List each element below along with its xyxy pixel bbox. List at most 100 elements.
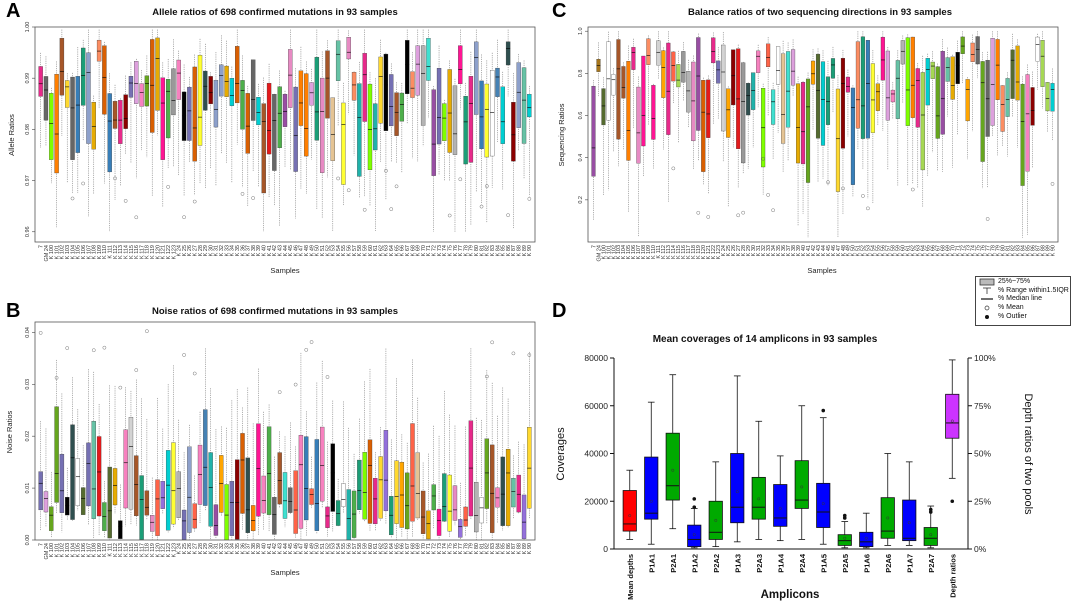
box-iqr xyxy=(43,491,49,513)
x-tick-label: K 75 xyxy=(447,543,453,554)
box-iqr xyxy=(197,444,203,505)
sample-box xyxy=(86,29,91,217)
box-iqr xyxy=(43,76,49,121)
y-tick-label: 0.00 xyxy=(25,535,31,546)
box-iqr xyxy=(383,53,389,131)
x-tick-label: K 114 xyxy=(671,245,677,259)
box-iqr xyxy=(452,485,458,521)
outlier-point xyxy=(506,213,510,217)
sample-box xyxy=(479,419,484,540)
x-tick-label: K 39 xyxy=(796,245,802,256)
sample-box xyxy=(314,382,320,534)
sample-box xyxy=(468,348,474,520)
x-tick-label: K 86 xyxy=(506,245,512,256)
box-iqr xyxy=(298,70,304,126)
box-iqr xyxy=(484,83,490,158)
x-tick-label: K 81 xyxy=(1005,245,1011,256)
x-tick-label: K 40 xyxy=(262,245,268,256)
sample-box xyxy=(282,90,288,168)
x-tick-label: K 29 xyxy=(746,245,752,256)
box-iqr xyxy=(405,472,410,530)
x-tick-label: K 115 xyxy=(676,245,682,259)
panel-letter-a: A xyxy=(6,0,21,22)
sample-box xyxy=(452,425,458,526)
outlier-point xyxy=(134,368,139,372)
sample-box xyxy=(304,348,309,536)
x-tick-label: K 69 xyxy=(416,543,422,554)
sample-box xyxy=(346,427,351,541)
sample-box xyxy=(192,371,197,533)
box-p1a3 xyxy=(730,375,745,543)
x-tick-label: K 108 xyxy=(641,245,647,259)
sample-box xyxy=(751,72,756,148)
box-iqr xyxy=(176,471,181,518)
chart-c-xlabel: Samples xyxy=(807,266,836,275)
x-tick-label: K 43 xyxy=(277,245,283,256)
box-iqr xyxy=(910,36,915,118)
box-iqr xyxy=(150,515,155,532)
box-iqr xyxy=(816,482,831,528)
x-tick-label: K 49 xyxy=(309,245,315,256)
sample-box xyxy=(288,422,293,515)
box-iqr xyxy=(651,85,656,140)
x-tick-label: K 45 xyxy=(288,245,294,256)
box-iqr xyxy=(272,497,277,535)
box-iqr xyxy=(716,60,721,84)
x-tick-label: K 83 xyxy=(490,245,496,256)
sample-box xyxy=(596,42,601,97)
box-iqr xyxy=(54,74,59,174)
box-iqr xyxy=(309,82,314,106)
sample-box xyxy=(1035,33,1040,90)
box-iqr xyxy=(309,488,314,505)
x-tick-label: K 36 xyxy=(240,543,246,554)
sample-box xyxy=(815,48,821,182)
box-iqr xyxy=(224,484,229,541)
box-iqr xyxy=(447,69,452,153)
y-tick-label: 0.01 xyxy=(25,483,31,494)
mean-marker xyxy=(735,490,739,494)
x-tick-label: K 117 xyxy=(139,543,145,557)
sample-box xyxy=(706,75,711,219)
y-tick-label: 0.99 xyxy=(25,73,31,84)
sample-box xyxy=(394,82,399,189)
sample-box xyxy=(229,66,235,183)
chart-mean-coverages: Mean coverages of 14 amplicons in 93 sam… xyxy=(555,334,1034,601)
x-tick-label: K 121 xyxy=(706,245,712,259)
x-tick-label: K 70 xyxy=(421,543,427,554)
x-tick-label: K 55 xyxy=(341,543,347,554)
box-iqr xyxy=(91,421,96,519)
mean-marker xyxy=(821,502,825,506)
sample-box xyxy=(651,83,656,169)
box-iqr xyxy=(330,97,335,161)
box-iqr xyxy=(351,72,357,101)
box-iqr xyxy=(805,78,811,183)
outlier-point xyxy=(447,213,452,218)
x-tick-label: K 66 xyxy=(400,543,406,554)
box-iqr xyxy=(107,93,112,173)
box-iqr xyxy=(314,56,320,141)
x-tick-label: K 90 xyxy=(527,543,533,554)
x-tick-label: K 28 xyxy=(198,245,204,256)
x-tick-label: 7 xyxy=(38,245,44,248)
x-tick-label: K 107 xyxy=(86,245,92,259)
box-iqr xyxy=(229,78,235,106)
box-iqr xyxy=(985,60,990,137)
x-tick-label: K 56 xyxy=(881,245,887,256)
box-iqr xyxy=(128,417,134,510)
box-iqr xyxy=(666,42,671,135)
x-tick-label: K 111 xyxy=(108,245,114,259)
sample-box xyxy=(118,98,123,187)
x-tick-label: K 79 xyxy=(469,543,475,554)
sample-box xyxy=(796,76,801,226)
sample-box xyxy=(165,384,171,533)
x-tick-label: K 88 xyxy=(517,543,523,554)
sample-box xyxy=(505,398,511,528)
sample-box xyxy=(661,47,666,150)
sample-box xyxy=(240,55,245,196)
sample-box xyxy=(761,83,766,195)
box-iqr xyxy=(601,88,606,126)
box-iqr xyxy=(661,50,666,98)
box-p2a4 xyxy=(794,405,809,540)
sample-box xyxy=(330,400,335,532)
x-tick-label: K 43 xyxy=(816,245,822,256)
